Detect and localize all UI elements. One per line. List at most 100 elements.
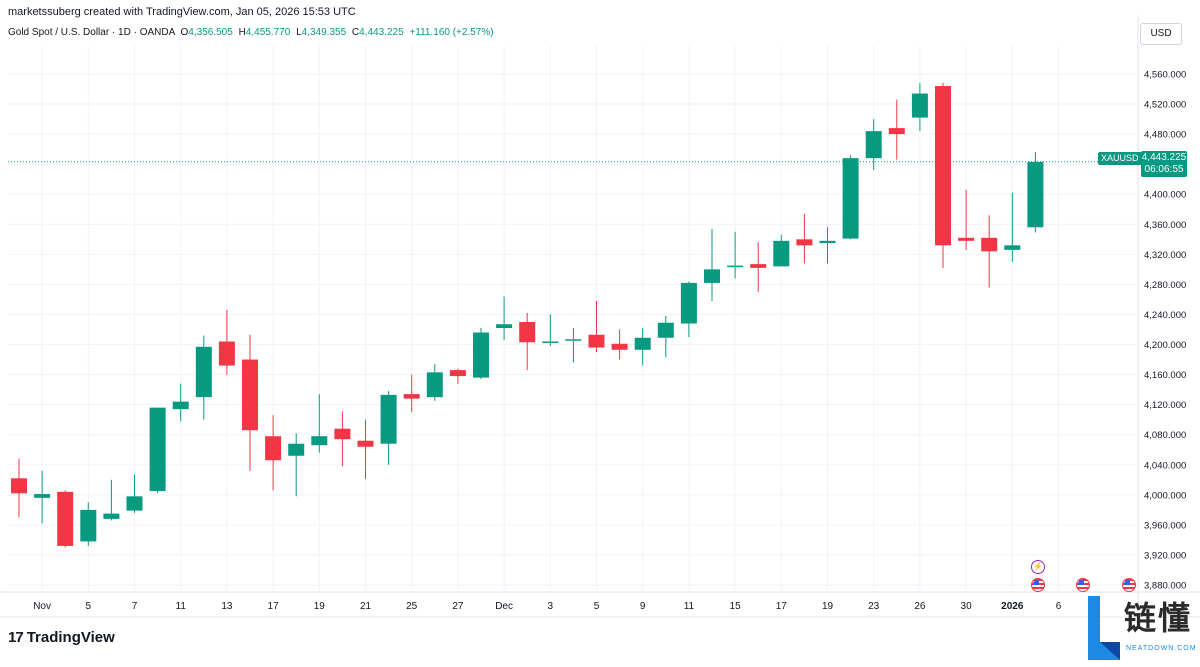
neatdown-logo-icon xyxy=(1088,596,1120,660)
bar-countdown: 06:06:55 xyxy=(1144,164,1184,175)
candle-body xyxy=(519,321,536,343)
candle xyxy=(888,99,905,160)
candle xyxy=(796,213,813,264)
time-tick-label: 5 xyxy=(86,601,92,612)
candle xyxy=(311,394,328,453)
time-tick-label: 19 xyxy=(822,601,834,612)
candle-body xyxy=(126,496,143,511)
time-axis: Nov 5 7 11 13 17 19 21 25 27 Dec 3 5 9 11 15 17 19 23 26 30 2… xyxy=(33,601,1062,612)
symbol-name[interactable]: Gold Spot / U.S. Dollar · 1D · OANDA xyxy=(8,27,175,38)
price-tick-label: 4,160.000 xyxy=(1144,370,1186,381)
candle xyxy=(750,242,767,292)
price-tick-label: 4,520.000 xyxy=(1144,100,1186,111)
time-tick-label: 3 xyxy=(548,601,554,612)
candle-body xyxy=(357,440,374,447)
candle xyxy=(1027,152,1044,233)
candle xyxy=(265,415,282,491)
time-tick-label: 2026 xyxy=(1001,601,1024,612)
price-tick-label: 4,080.000 xyxy=(1144,430,1186,441)
candle xyxy=(727,231,744,279)
open-label: O xyxy=(180,27,189,38)
candle-body xyxy=(935,86,951,246)
candle-body xyxy=(588,334,605,348)
us-flag-event-icon[interactable] xyxy=(1076,578,1090,592)
candle-body xyxy=(403,394,420,399)
price-tick-label: 4,400.000 xyxy=(1144,190,1186,201)
time-tick-label: Dec xyxy=(495,601,513,612)
us-flag-event-icon[interactable] xyxy=(1122,578,1136,592)
candle xyxy=(588,300,605,353)
price-tick-label: 3,880.000 xyxy=(1144,581,1186,592)
candle-body xyxy=(727,265,744,268)
candle-body xyxy=(981,237,998,252)
candle-body xyxy=(865,131,882,159)
candle xyxy=(565,327,582,363)
time-tick-label: 15 xyxy=(730,601,742,612)
price-tick-label: 4,120.000 xyxy=(1144,400,1186,411)
candle-body xyxy=(888,128,905,135)
time-tick-label: 11 xyxy=(176,601,187,612)
candle-body xyxy=(311,436,328,446)
candle-body xyxy=(1004,245,1021,250)
time-tick-label: 11 xyxy=(684,601,695,612)
candle xyxy=(172,383,189,422)
candle-body xyxy=(911,93,928,118)
us-flag-event-icon[interactable] xyxy=(1031,578,1045,592)
candle-body xyxy=(334,428,351,440)
candle-body xyxy=(426,372,443,398)
candle-body xyxy=(80,509,97,542)
candle xyxy=(704,228,720,301)
candle-body xyxy=(657,322,674,338)
candle-body xyxy=(172,401,189,410)
price-tick-label: 4,560.000 xyxy=(1144,70,1186,81)
price-axis: 3,880.000 3,920.000 3,960.000 4,000.000 4,04… xyxy=(1144,70,1186,592)
candle-body xyxy=(704,269,720,283)
flash-event-icon[interactable]: ⚡ xyxy=(1031,560,1045,574)
candle-body xyxy=(565,339,582,341)
time-tick-label: Nov xyxy=(33,601,51,612)
time-tick-label: 19 xyxy=(314,601,326,612)
candle-body xyxy=(242,359,258,431)
open-value: 4,356.505 xyxy=(188,27,233,38)
price-tick-label: 4,480.000 xyxy=(1144,130,1186,141)
candle xyxy=(842,155,859,240)
candle xyxy=(519,312,536,371)
candle-body xyxy=(496,324,513,328)
candle xyxy=(242,334,258,471)
candle xyxy=(1004,192,1021,262)
candle xyxy=(542,314,559,347)
last-price-tag: 4,443.225 06:06:55 xyxy=(1141,151,1187,177)
candle-body xyxy=(611,343,628,350)
candle xyxy=(403,374,420,413)
candle xyxy=(819,227,836,264)
candle-body xyxy=(149,407,166,492)
price-tick-label: 4,280.000 xyxy=(1144,280,1186,291)
candle xyxy=(11,458,27,518)
price-tick-label: 3,960.000 xyxy=(1144,520,1186,531)
candle-body xyxy=(218,341,235,366)
candle-body xyxy=(103,513,120,519)
candle xyxy=(357,419,374,480)
chart-grid xyxy=(0,15,1200,618)
high-value: 4,455.770 xyxy=(245,27,291,38)
time-tick-label: 23 xyxy=(868,601,880,612)
time-tick-label: 25 xyxy=(406,601,418,612)
price-tick-label: 4,200.000 xyxy=(1144,340,1186,351)
time-tick-label: 21 xyxy=(360,601,372,612)
tradingview-logo[interactable]: 17 TradingView xyxy=(8,629,115,646)
price-tick-label: 4,240.000 xyxy=(1144,310,1186,321)
candle-body xyxy=(819,240,836,244)
candle xyxy=(334,411,351,467)
currency-selector[interactable]: USD xyxy=(1140,23,1182,45)
symbol-info-bar: Gold Spot / U.S. Dollar · 1D · OANDA O4,… xyxy=(8,27,494,38)
neatdown-watermark: 链懂 NEATDOWN.COM xyxy=(1084,590,1200,662)
candle xyxy=(611,329,628,360)
time-tick-label: 26 xyxy=(914,601,926,612)
high-label: H xyxy=(238,27,246,38)
candle-body xyxy=(288,443,305,456)
chart-credit: marketssuberg created with TradingView.c… xyxy=(8,6,356,18)
low-value: 4,349.355 xyxy=(301,27,347,38)
candle-body xyxy=(634,337,651,350)
ticker-label: XAUUSD xyxy=(1098,152,1142,165)
